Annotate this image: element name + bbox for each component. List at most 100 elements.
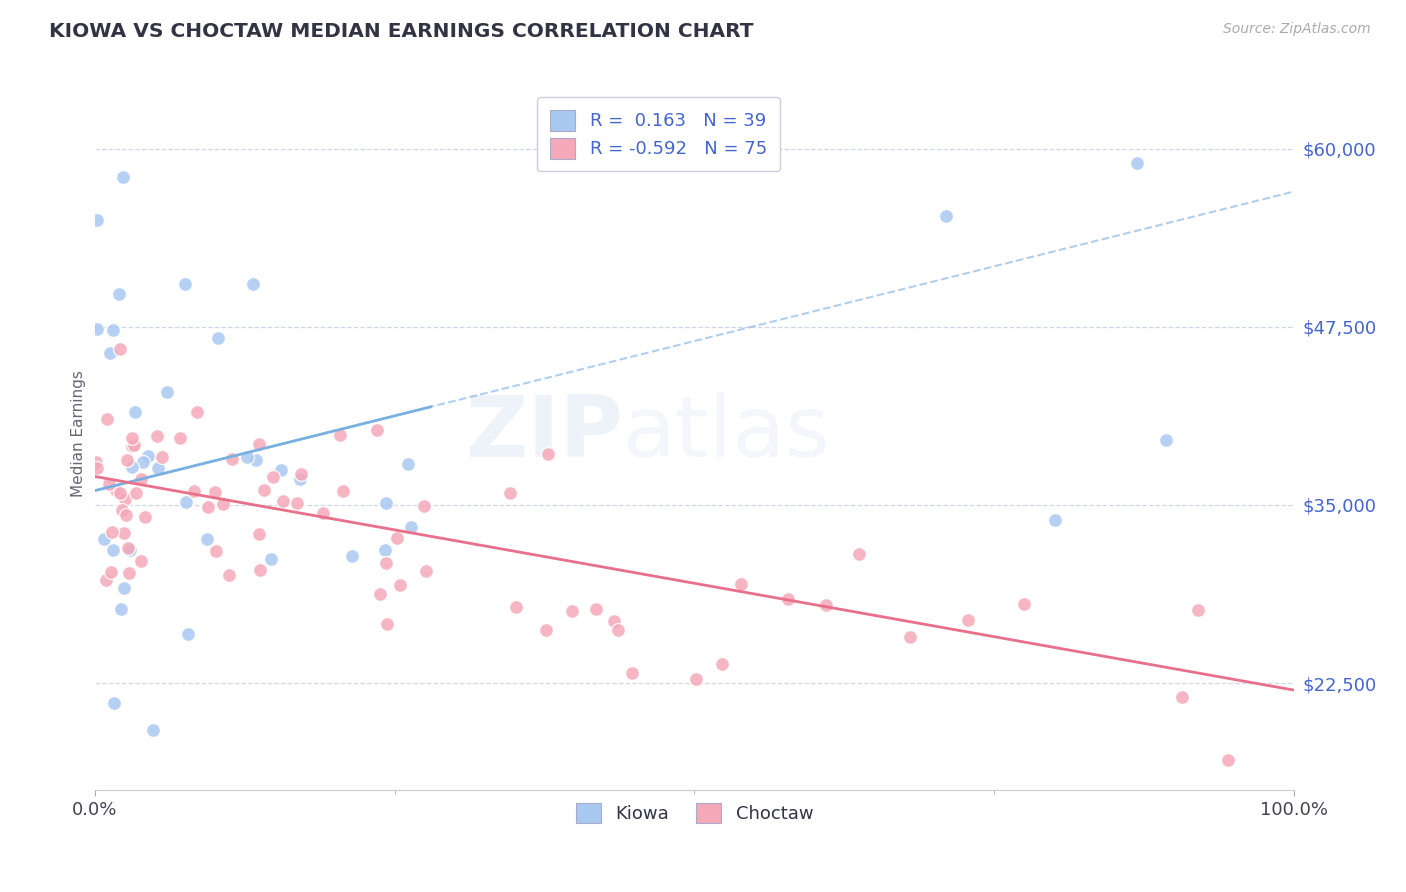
Point: [86, 461, 108, 475]
Point: [499, 486, 522, 500]
Point: [288, 472, 311, 486]
Point: [103, 696, 125, 710]
Point: [242, 277, 264, 292]
Point: [94, 574, 117, 588]
Point: [121, 439, 143, 453]
Point: [186, 405, 208, 419]
Point: [98, 346, 121, 360]
Point: [129, 472, 152, 486]
Point: [101, 323, 124, 337]
Point: [150, 450, 173, 464]
Text: Source: ZipAtlas.com: Source: ZipAtlas.com: [1223, 22, 1371, 37]
Point: [176, 495, 198, 509]
Point: [124, 405, 146, 419]
Point: [174, 277, 197, 291]
Point: [146, 460, 169, 475]
Point: [260, 552, 283, 566]
Point: [1126, 156, 1149, 170]
Point: [375, 617, 398, 632]
Point: [176, 626, 198, 640]
Text: atlas: atlas: [623, 392, 831, 475]
Point: [385, 531, 408, 545]
Point: [136, 449, 159, 463]
Point: [342, 549, 364, 563]
Point: [134, 510, 156, 524]
Point: [247, 527, 270, 541]
Point: [815, 598, 838, 612]
Point: [413, 499, 436, 513]
Point: [415, 565, 437, 579]
Point: [366, 423, 388, 437]
Y-axis label: Median Earnings: Median Earnings: [72, 370, 86, 497]
Point: [776, 592, 799, 607]
Point: [155, 385, 177, 400]
Point: [125, 485, 148, 500]
Point: [1156, 433, 1178, 447]
Point: [122, 437, 145, 451]
Point: [111, 502, 134, 516]
Point: [169, 431, 191, 445]
Point: [235, 450, 257, 464]
Point: [1012, 597, 1035, 611]
Point: [389, 578, 412, 592]
Point: [129, 554, 152, 568]
Point: [142, 723, 165, 737]
Point: [101, 543, 124, 558]
Point: [534, 623, 557, 637]
Point: [607, 623, 630, 637]
Point: [100, 565, 122, 579]
Point: [221, 452, 243, 467]
Point: [197, 500, 219, 515]
Point: [112, 526, 135, 541]
Point: [118, 566, 141, 580]
Point: [112, 581, 135, 595]
Point: [105, 483, 128, 497]
Text: ZIP: ZIP: [465, 392, 623, 475]
Point: [710, 657, 733, 671]
Point: [375, 496, 398, 510]
Point: [505, 599, 527, 614]
Point: [253, 483, 276, 498]
Point: [329, 427, 352, 442]
Point: [603, 614, 626, 628]
Point: [218, 568, 240, 582]
Point: [1043, 513, 1066, 527]
Point: [285, 496, 308, 510]
Point: [247, 437, 270, 451]
Point: [1187, 603, 1209, 617]
Point: [332, 483, 354, 498]
Point: [368, 587, 391, 601]
Point: [271, 493, 294, 508]
Point: [1216, 753, 1239, 767]
Point: [374, 543, 396, 558]
Point: [114, 492, 136, 507]
Point: [204, 484, 226, 499]
Point: [115, 452, 138, 467]
Point: [374, 556, 396, 570]
Point: [290, 467, 312, 482]
Point: [101, 524, 124, 539]
Point: [84, 455, 107, 469]
Point: [245, 453, 267, 467]
Legend: Kiowa, Choctaw: Kiowa, Choctaw: [565, 792, 824, 834]
Point: [212, 497, 235, 511]
Point: [935, 209, 957, 223]
Point: [111, 170, 134, 185]
Point: [132, 455, 155, 469]
Point: [93, 532, 115, 546]
Point: [118, 543, 141, 558]
Point: [117, 541, 139, 555]
Point: [312, 506, 335, 520]
Point: [956, 613, 979, 627]
Point: [110, 602, 132, 616]
Point: [205, 543, 228, 558]
Point: [898, 630, 921, 644]
Point: [585, 602, 607, 616]
Text: KIOWA VS CHOCTAW MEDIAN EARNINGS CORRELATION CHART: KIOWA VS CHOCTAW MEDIAN EARNINGS CORRELA…: [49, 22, 754, 41]
Point: [207, 330, 229, 344]
Point: [270, 463, 292, 477]
Point: [848, 547, 870, 561]
Point: [108, 486, 131, 500]
Point: [620, 665, 643, 680]
Point: [108, 342, 131, 356]
